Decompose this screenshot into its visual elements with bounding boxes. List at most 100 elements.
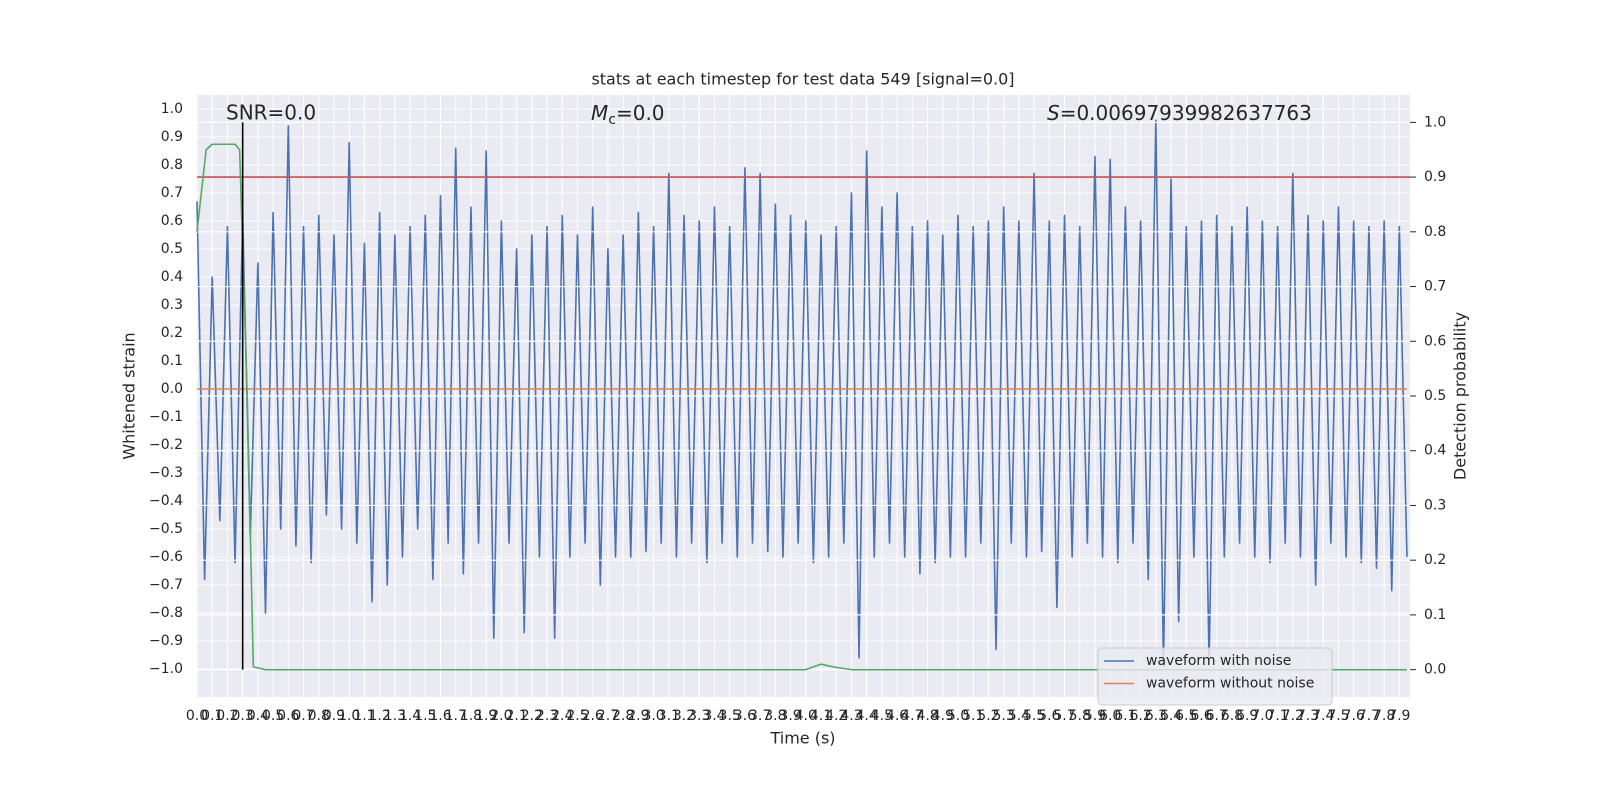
x-tick-label: 1.5 bbox=[414, 708, 436, 724]
x-tick-label: 1.9 bbox=[475, 708, 497, 724]
x-tick-label: 4.9 bbox=[932, 708, 954, 724]
x-tick-label: 0.4 bbox=[247, 708, 269, 724]
y-tick-label: 0.3 bbox=[161, 297, 183, 313]
y-tick-label: −0.6 bbox=[149, 549, 183, 565]
x-tick-label: 3.9 bbox=[779, 708, 801, 724]
y2-tick-label: 0.8 bbox=[1424, 224, 1446, 240]
x-tick-label: 5.7 bbox=[1053, 708, 1075, 724]
x-tick-label: 7.2 bbox=[1282, 708, 1304, 724]
x-tick-label: 6.4 bbox=[1160, 708, 1182, 724]
x-tick-label: 4.2 bbox=[825, 708, 847, 724]
x-tick-label: 4.0 bbox=[795, 708, 817, 724]
annotation: S=0.00697939982637763 bbox=[1047, 101, 1312, 125]
y-tick-label: −0.4 bbox=[149, 493, 183, 509]
x-tick-label: 6.7 bbox=[1206, 708, 1228, 724]
legend-box bbox=[1097, 647, 1333, 706]
y-tick-label: −0.8 bbox=[149, 605, 183, 621]
x-tick-label: 2.5 bbox=[566, 708, 588, 724]
x-tick-label: 5.4 bbox=[1008, 708, 1030, 724]
x-tick-label: 2.1 bbox=[505, 708, 527, 724]
y-tick-label: 0.9 bbox=[161, 129, 183, 145]
x-tick-label: 4.3 bbox=[840, 708, 862, 724]
x-tick-label: 6.8 bbox=[1221, 708, 1243, 724]
x-tick-label: 6.9 bbox=[1236, 708, 1258, 724]
y2-tick-label: 0.5 bbox=[1424, 388, 1446, 404]
y-tick-label: −0.5 bbox=[149, 521, 183, 537]
x-tick-label: 7.9 bbox=[1388, 708, 1410, 724]
x-tick-label: 7.7 bbox=[1358, 708, 1380, 724]
x-tick-label: 6.2 bbox=[1129, 708, 1151, 724]
legend-label: waveform with noise bbox=[1146, 653, 1291, 669]
x-tick-label: 2.7 bbox=[597, 708, 619, 724]
y-tick-label: 0.1 bbox=[161, 353, 183, 369]
x-tick-label: 3.6 bbox=[734, 708, 756, 724]
x-tick-label: 7.3 bbox=[1297, 708, 1319, 724]
x-tick-label: 0.1 bbox=[201, 708, 223, 724]
x-tick-label: 0.3 bbox=[232, 708, 254, 724]
x-tick-label: 2.3 bbox=[536, 708, 558, 724]
y2-tick-label: 1.0 bbox=[1424, 114, 1446, 130]
x-tick-label: 4.7 bbox=[901, 708, 923, 724]
x-tick-label: 7.1 bbox=[1266, 708, 1288, 724]
y-tick-label: 0.7 bbox=[161, 185, 183, 201]
x-tick-label: 7.0 bbox=[1251, 708, 1273, 724]
x-tick-label: 3.2 bbox=[673, 708, 695, 724]
x-tick-label: 5.0 bbox=[947, 708, 969, 724]
y2-axis-label: Detection probability bbox=[1451, 312, 1470, 480]
x-tick-label: 3.0 bbox=[642, 708, 664, 724]
annotation-text: =0.00697939982637763 bbox=[1060, 101, 1312, 125]
y-tick-label: −0.9 bbox=[149, 633, 183, 649]
x-tick-label: 2.6 bbox=[582, 708, 604, 724]
x-tick-label: 1.6 bbox=[429, 708, 451, 724]
y-tick-label: 0.8 bbox=[161, 157, 183, 173]
x-tick-label: 1.4 bbox=[399, 708, 421, 724]
x-tick-label: 6.0 bbox=[1099, 708, 1121, 724]
x-axis-label: Time (s) bbox=[769, 729, 835, 748]
legend: waveform with noise waveform without nois… bbox=[1097, 647, 1333, 706]
x-tick-label: 1.1 bbox=[353, 708, 375, 724]
x-tick-label: 6.1 bbox=[1114, 708, 1136, 724]
annotation-symbol: S bbox=[1047, 101, 1060, 125]
x-tick-label: 2.8 bbox=[612, 708, 634, 724]
x-tick-label: 3.3 bbox=[688, 708, 710, 724]
y2-tick-label: 0.2 bbox=[1424, 552, 1446, 568]
x-tick-label: 7.5 bbox=[1327, 708, 1349, 724]
x-tick-label: 0.9 bbox=[323, 708, 345, 724]
y-tick-label: 0.2 bbox=[161, 325, 183, 341]
x-tick-label: 6.6 bbox=[1190, 708, 1212, 724]
x-tick-label: 4.8 bbox=[916, 708, 938, 724]
annotation-symbol: M bbox=[591, 101, 608, 125]
x-tick-label: 4.5 bbox=[871, 708, 893, 724]
y-tick-label: −0.7 bbox=[149, 577, 183, 593]
x-tick-label: 0.7 bbox=[292, 708, 314, 724]
y-axis-label: Whitened strain bbox=[120, 332, 139, 459]
right-series bbox=[196, 122, 1410, 671]
x-tick-label: 2.9 bbox=[627, 708, 649, 724]
x-tick-label: 7.8 bbox=[1373, 708, 1395, 724]
y-tick-label: −0.2 bbox=[149, 437, 183, 453]
series-line bbox=[196, 143, 1407, 671]
x-tick-label: 4.1 bbox=[810, 708, 832, 724]
y2-tick-label: 0.6 bbox=[1424, 333, 1446, 349]
x-tick-label: 2.2 bbox=[521, 708, 543, 724]
x-tick-label: 4.4 bbox=[856, 708, 878, 724]
x-tick-label: 2.0 bbox=[490, 708, 512, 724]
x-tick-label: 6.3 bbox=[1145, 708, 1167, 724]
x-tick-label: 5.5 bbox=[1023, 708, 1045, 724]
annotation-subscript: c bbox=[608, 112, 616, 128]
x-tick-label: 1.0 bbox=[338, 708, 360, 724]
x-tick-label: 0.6 bbox=[277, 708, 299, 724]
axes: 0.00.10.20.30.40.50.60.70.80.91.01.11.21… bbox=[149, 101, 1446, 724]
y-tick-label: 0.4 bbox=[161, 269, 183, 285]
y-tick-label: −0.1 bbox=[149, 409, 183, 425]
x-tick-label: 5.6 bbox=[1038, 708, 1060, 724]
annotation: Mc=0.0 bbox=[591, 101, 665, 129]
x-tick-label: 3.8 bbox=[764, 708, 786, 724]
x-tick-label: 0.0 bbox=[186, 708, 208, 724]
x-tick-label: 1.2 bbox=[369, 708, 391, 724]
y-tick-label: −0.3 bbox=[149, 465, 183, 481]
x-tick-label: 3.7 bbox=[749, 708, 771, 724]
x-tick-label: 3.5 bbox=[719, 708, 741, 724]
x-tick-label: 3.4 bbox=[703, 708, 725, 724]
